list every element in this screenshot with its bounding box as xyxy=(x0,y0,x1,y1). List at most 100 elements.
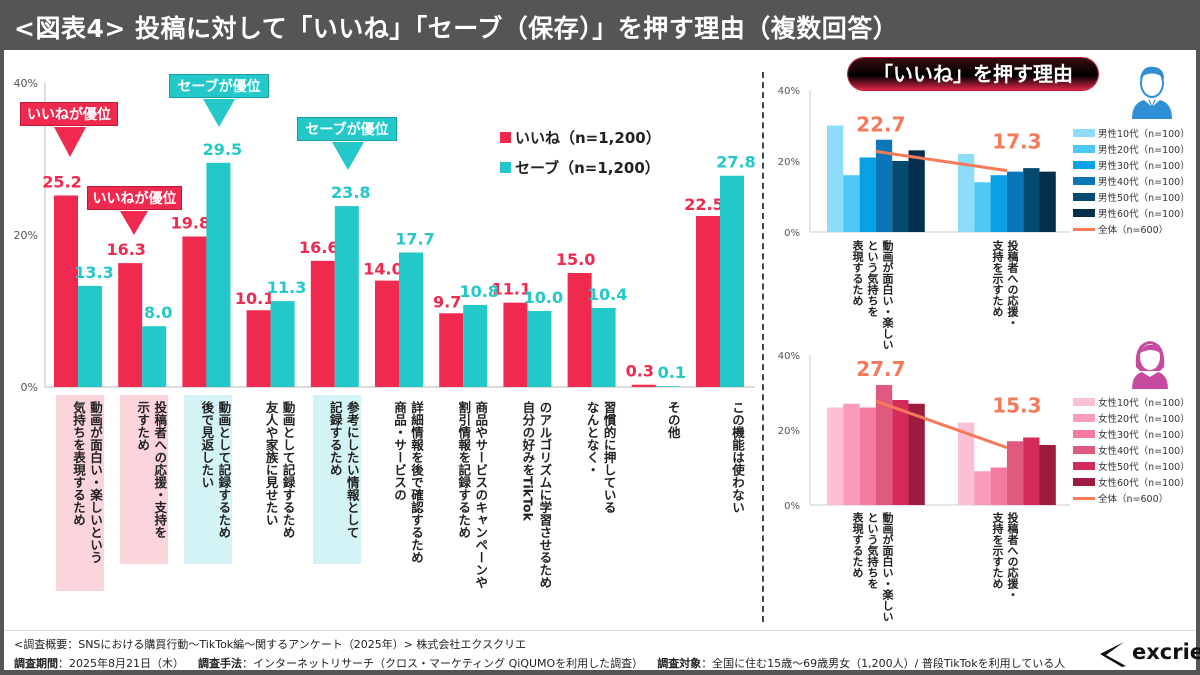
bar-save xyxy=(399,252,423,387)
legend-line-swatch xyxy=(1073,496,1095,500)
bar-age-group xyxy=(827,407,844,505)
legend-swatch xyxy=(1073,398,1095,406)
callout-arrow-icon xyxy=(120,211,148,235)
callout-arrow-icon xyxy=(332,142,364,170)
bar-like xyxy=(503,302,528,387)
legend-item: 男性60代（n=100） xyxy=(1073,205,1190,221)
legend-item-like: いいね（n=1,200） xyxy=(500,122,661,152)
bar-save xyxy=(78,285,102,387)
bar-age-group xyxy=(908,150,925,232)
category-label: この機能は使わない xyxy=(730,401,745,514)
footer-line-2: 調査期間：2025年8月21日（木） 調査手法：インターネットリサーチ（クロス・… xyxy=(14,655,1065,671)
y-tick-label: 40% xyxy=(778,86,800,97)
bar-age-group xyxy=(875,385,893,505)
legend-swatch xyxy=(1073,478,1095,486)
bar-save xyxy=(527,311,552,387)
callout-save-advantage: セーブが優位 xyxy=(297,117,397,141)
bar-age-group xyxy=(843,175,860,232)
male-user-icon xyxy=(1132,66,1172,119)
bar-age-group xyxy=(892,400,909,505)
bar-like xyxy=(246,310,271,387)
category-label: のアルゴリズムに学習させるため 自分の好みをTikTok xyxy=(520,401,553,589)
legend-item: 全体（n=600） xyxy=(1073,490,1190,506)
legend-swatch xyxy=(1073,129,1095,137)
bar-age-group xyxy=(1039,171,1056,232)
category-label: 動画が面白い・楽しい という気持ちを 表現するため xyxy=(851,240,894,350)
bar-age-group xyxy=(1006,441,1024,505)
legend-label: 男性10代（n=100） xyxy=(1098,129,1190,140)
bar-like xyxy=(182,236,207,387)
bar-age-group xyxy=(1039,445,1056,505)
y-tick-label: 0% xyxy=(21,381,38,394)
data-label-save: 8.0 xyxy=(144,303,172,322)
bar-save xyxy=(720,175,744,387)
y-tick-label: 20% xyxy=(14,229,38,242)
legend-swatch-save xyxy=(500,161,511,173)
data-label-save: 13.3 xyxy=(74,263,113,282)
overall-label: 17.3 xyxy=(992,130,1041,154)
overall-label: 15.3 xyxy=(992,394,1041,418)
data-label-save: 23.8 xyxy=(331,183,370,202)
legend-swatch xyxy=(1073,145,1095,153)
y-tick-label: 40% xyxy=(14,77,38,90)
legend-swatch xyxy=(1073,161,1095,169)
legend-item: 男性50代（n=100） xyxy=(1073,189,1190,205)
legend-line-swatch xyxy=(1073,227,1095,231)
category-label: 動画として記録するため 後で見返したい xyxy=(184,395,233,564)
callout-like-advantage: いいねが優位 xyxy=(87,186,182,210)
female-bar-chart: 0% 20% 40% 27.7 15.3 xyxy=(778,351,1070,512)
callout-save-advantage: セーブが優位 xyxy=(169,74,269,98)
legend-label-like: いいね（n=1,200） xyxy=(515,128,661,147)
legend-item: 男性40代（n=100） xyxy=(1073,173,1190,189)
data-label-like: 10.1 xyxy=(235,289,274,308)
legend-item: 女性40代（n=100） xyxy=(1073,442,1190,458)
legend-label: 男性60代（n=100） xyxy=(1098,209,1190,220)
legend-label: 女性30代（n=100） xyxy=(1098,430,1190,441)
data-label-like: 15.0 xyxy=(556,250,595,269)
category-label: 投稿者への応援・ 支持を示すため xyxy=(991,512,1019,600)
legend-label: 女性60代（n=100） xyxy=(1098,478,1190,489)
legend-label: 女性50代（n=100） xyxy=(1098,462,1190,473)
female-legend: 女性10代（n=100） 女性20代（n=100） 女性30代（n=100） 女性40… xyxy=(1073,394,1190,506)
data-label-save: 0.1 xyxy=(658,363,686,382)
legend-label: 男性30代（n=100） xyxy=(1098,161,1190,172)
method-value: ：インターネットリサーチ（クロス・マーケティング QiQUMOを利用した調査） xyxy=(242,657,644,670)
data-label-save: 11.3 xyxy=(267,278,306,297)
data-label-like: 19.8 xyxy=(171,214,210,233)
bar-save xyxy=(142,326,167,387)
male-bar-chart: 0% 20% 40% 22.7 17.3 xyxy=(778,86,1070,239)
data-label-like: 22.5 xyxy=(684,195,723,214)
legend-item: 女性20代（n=100） xyxy=(1073,410,1190,426)
overall-label: 27.7 xyxy=(856,357,905,381)
data-label-like: 14.0 xyxy=(363,260,402,279)
bar-age-group xyxy=(827,125,844,232)
legend-item: 女性30代（n=100） xyxy=(1073,426,1190,442)
callout-arrow-icon xyxy=(203,99,235,127)
data-label-save: 10.4 xyxy=(588,285,627,304)
bar-age-group xyxy=(974,471,991,505)
bar-save xyxy=(270,301,295,387)
legend-swatch xyxy=(1073,177,1095,185)
footer-separator xyxy=(4,630,1196,631)
bar-age-group xyxy=(908,403,925,505)
bar-age-group xyxy=(1006,171,1024,232)
male-legend: 男性10代（n=100） 男性20代（n=100） 男性30代（n=100） 男性40… xyxy=(1073,125,1190,237)
overall-line xyxy=(875,399,1008,450)
title-bar: <図表4> 投稿に対して「いいね」「セーブ（保存）」を押す理由（複数回答） xyxy=(0,0,1200,50)
bar-age-group xyxy=(974,182,991,232)
data-label-like: 16.3 xyxy=(106,240,145,259)
bar-save xyxy=(334,206,359,387)
category-label: 習慣的に押している なんとなく・ xyxy=(584,401,617,514)
category-label: 動画が面白い・楽しい という気持ちを 表現するため xyxy=(851,512,894,622)
bar-save xyxy=(655,386,680,387)
callout-like-advantage: いいねが優位 xyxy=(20,102,118,126)
bar-age-group xyxy=(1023,168,1040,232)
legend-item: 男性30代（n=100） xyxy=(1073,157,1190,173)
data-label-save: 27.8 xyxy=(716,153,755,172)
data-label-like: 11.1 xyxy=(492,280,531,299)
legend-item: 男性20代（n=100） xyxy=(1073,141,1190,157)
legend-label-save: セーブ（n=1,200） xyxy=(515,158,660,177)
data-label-like: 25.2 xyxy=(42,172,81,191)
category-label: その他 xyxy=(665,401,681,439)
excrie-logo-icon xyxy=(1100,642,1126,667)
